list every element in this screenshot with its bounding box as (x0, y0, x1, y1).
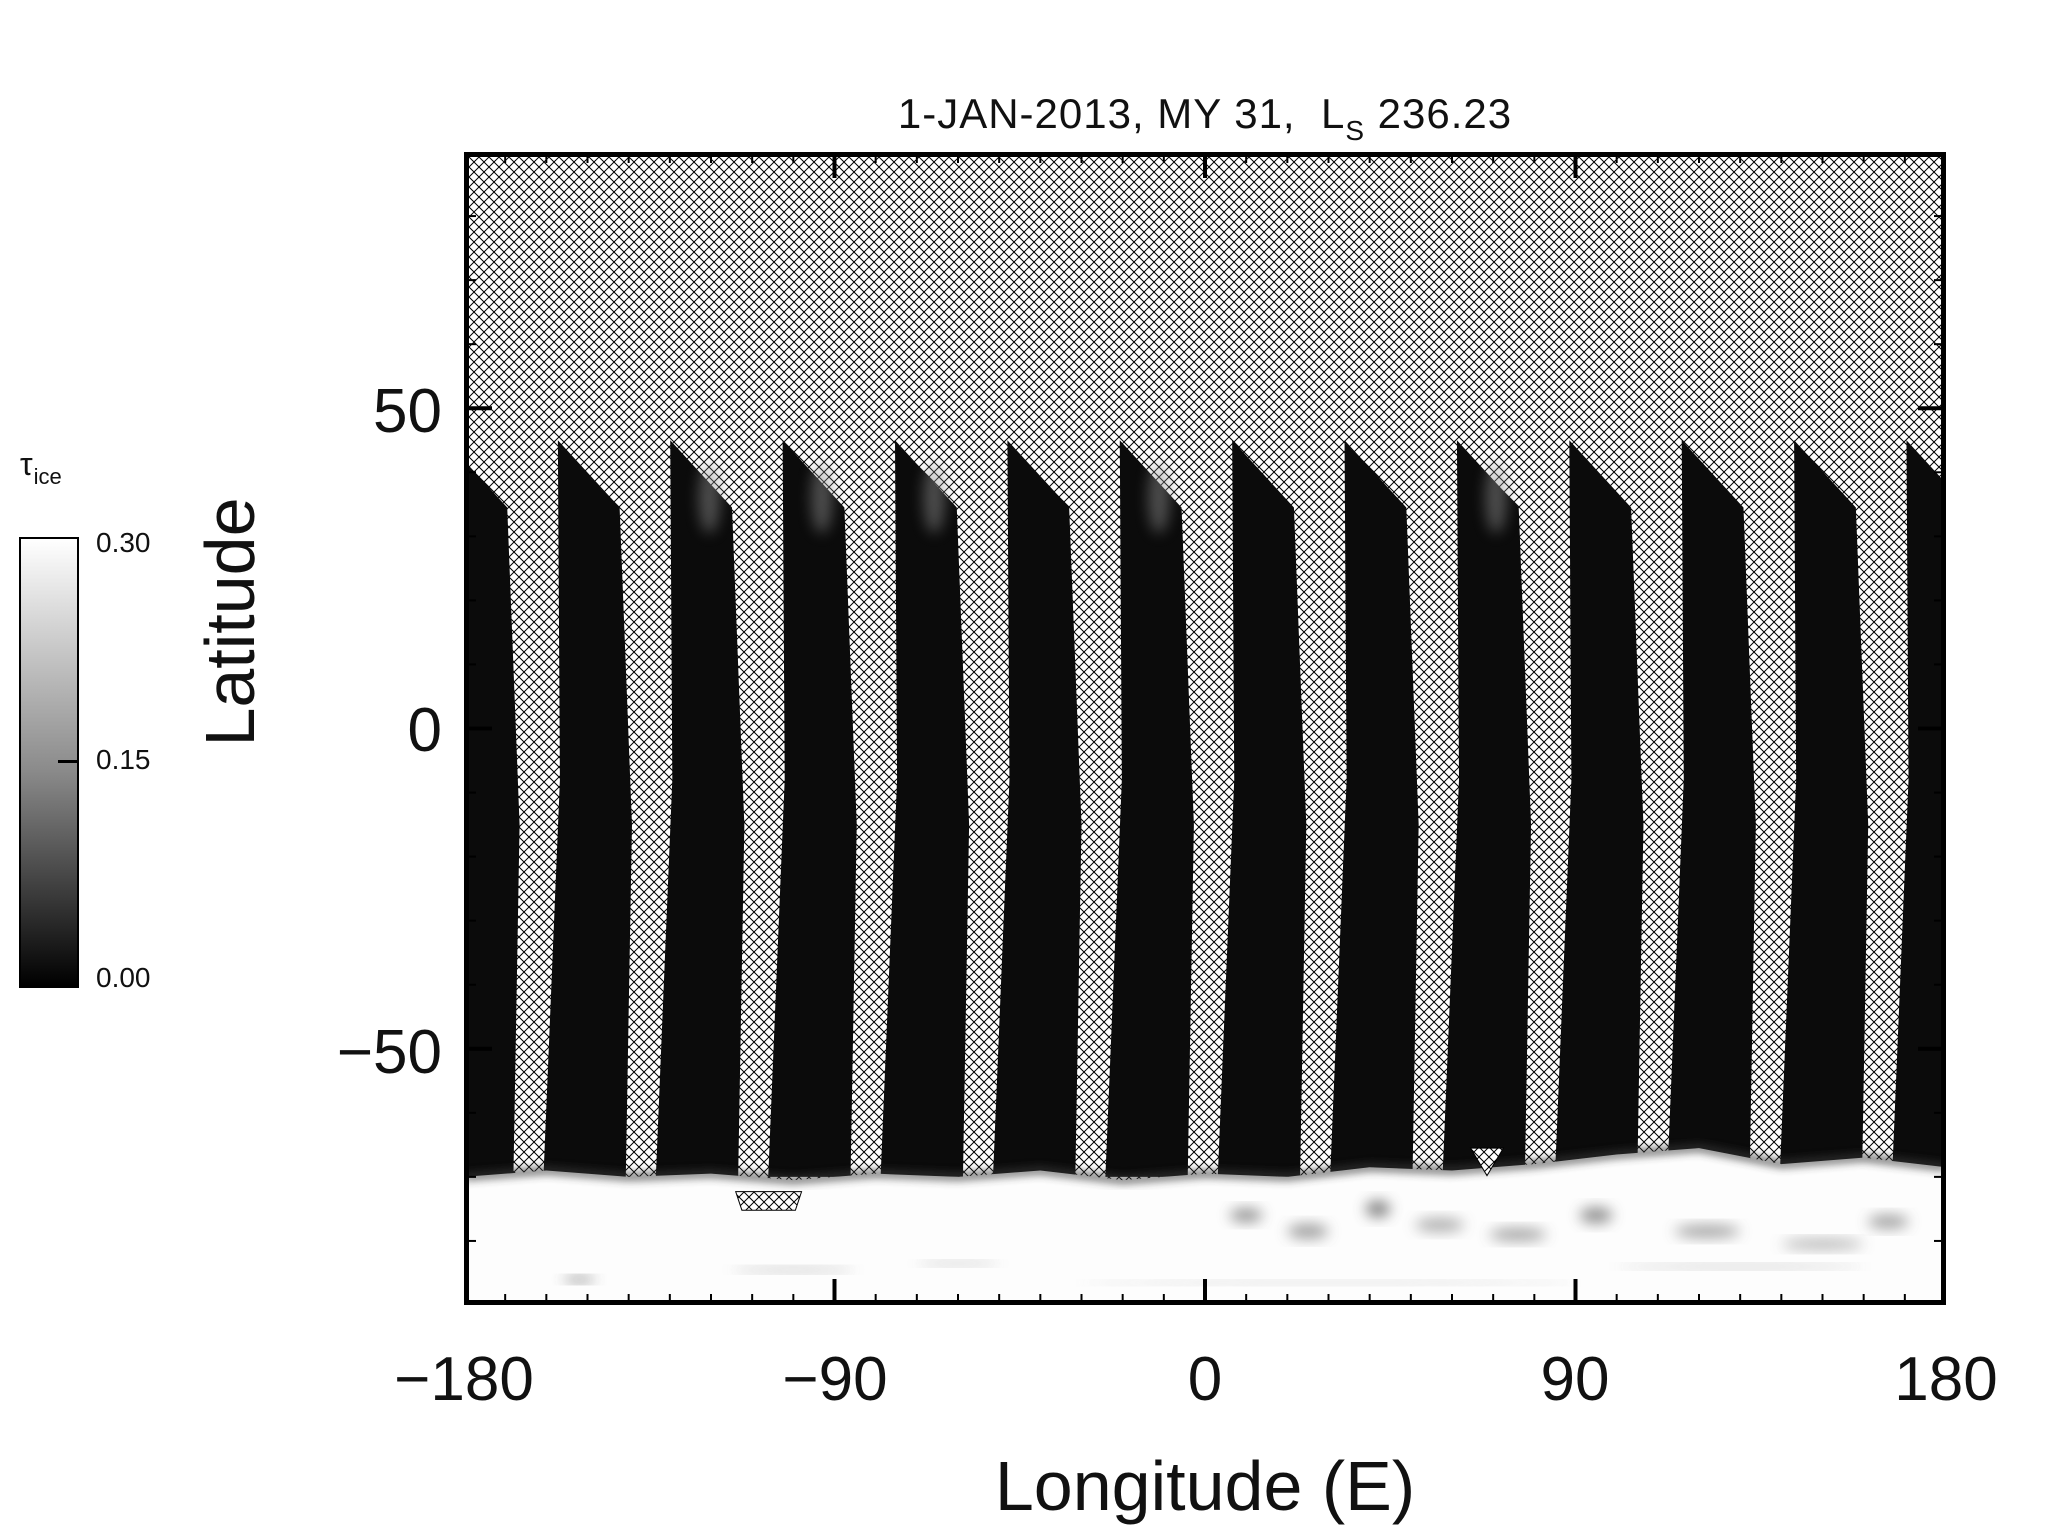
ls-subscript: S (1345, 115, 1365, 146)
colorbar-title-tau-ice: τice (20, 446, 62, 489)
x-tick-label-0: 0 (1187, 1345, 1223, 1414)
x-tick-label-neg90: −90 (782, 1345, 888, 1414)
plot-canvas (464, 152, 1946, 1305)
figure-title: 1-JAN-2013, MY 31, LS 236.23 (464, 90, 1946, 146)
y-tick-label-neg50: −50 (336, 1018, 442, 1087)
title-text: 1-JAN-2013, MY 31, L (897, 90, 1346, 137)
y-axis-title: Latitude (191, 497, 269, 747)
x-axis-title: Longitude (E) (994, 1447, 1416, 1525)
map-graphics (464, 152, 1946, 1305)
tau-symbol: τ (20, 446, 33, 482)
colorbar-tick-label-max: 0.30 (96, 527, 151, 558)
colorbar-tick-label-mid: 0.15 (96, 744, 151, 775)
colorbar-tick-label-min: 0.00 (96, 962, 151, 993)
x-tick-label-90: 90 (1540, 1345, 1610, 1414)
x-tick-label-180: 180 (1894, 1345, 1998, 1414)
colorbar-mid-tick (58, 760, 79, 763)
y-tick-label-50: 50 (373, 377, 442, 446)
y-tick-label-0: 0 (407, 696, 442, 765)
x-tick-label-neg180: −180 (394, 1345, 534, 1414)
tau-subscript: ice (33, 464, 62, 489)
title-ls-value: 236.23 (1365, 90, 1513, 137)
